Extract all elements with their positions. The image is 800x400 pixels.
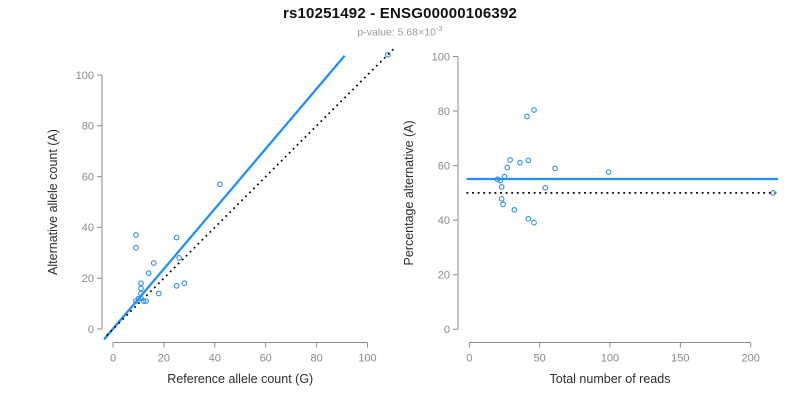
data-point (605, 169, 612, 176)
y-tick-label: 40 (82, 222, 94, 234)
data-point (145, 270, 152, 276)
data-point (140, 298, 147, 304)
y-tick-label: 0 (444, 324, 450, 336)
data-point (525, 157, 532, 164)
data-point (150, 260, 157, 266)
y-axis-title: Percentage alternative (A) (402, 120, 416, 265)
y-tick-label: 60 (438, 160, 450, 172)
data-point (138, 285, 144, 292)
data-point (133, 244, 139, 251)
data-point (173, 234, 180, 241)
figure-title: rs10251492 - ENSG00000106392 (282, 5, 518, 22)
right-scatter-plot: 0 20 40 60 80 100 0 50 100 150 200 Total number of … (402, 51, 779, 386)
fit-line (103, 54, 346, 341)
data-point (181, 280, 188, 287)
data-point (498, 196, 505, 202)
x-tick-label: 40 (209, 353, 221, 365)
data-point (524, 113, 530, 120)
x-axis-title: Reference allele count (G) (167, 372, 313, 386)
y-axis-title: Alternative allele count (A) (46, 129, 60, 275)
x-tick-label: 50 (534, 353, 546, 365)
data-point (552, 165, 558, 172)
x-tick-label: 100 (358, 353, 376, 365)
data-point (138, 280, 144, 287)
y-tick-label: 100 (432, 51, 450, 63)
x-tick-label: 60 (260, 353, 272, 365)
x-axis-title: Total number of reads (550, 372, 671, 386)
figure-subtitle: p-value: 5.68×10-3 (0, 24, 800, 39)
data-point (135, 295, 142, 302)
y-tick-label: 80 (82, 121, 94, 133)
data-point (385, 51, 391, 58)
data-point (143, 298, 149, 304)
data-point (511, 206, 518, 213)
data-point (525, 215, 532, 222)
identity-line (106, 47, 395, 336)
data-point (507, 157, 513, 163)
x-tick-label: 150 (671, 353, 689, 365)
data-point (501, 173, 508, 180)
data-point (176, 255, 183, 261)
x-tick-label: 0 (466, 353, 472, 365)
y-tick-label: 60 (82, 171, 94, 183)
y-tick-label: 80 (438, 106, 450, 118)
x-tick-label: 20 (158, 353, 170, 365)
data-point (531, 219, 537, 226)
data-point (531, 107, 537, 113)
y-tick-label: 20 (438, 270, 450, 282)
x-tick-label: 0 (110, 353, 116, 365)
y-tick-label: 0 (88, 324, 94, 336)
x-tick-label: 200 (742, 353, 760, 365)
data-point (504, 164, 511, 171)
x-tick-label: 100 (601, 353, 619, 365)
data-point (517, 159, 523, 166)
data-point (173, 282, 180, 289)
pvalue-exponent: -3 (435, 24, 443, 33)
y-tick-label: 100 (76, 70, 94, 82)
pvalue-label: p-value: 5.68×10 (357, 26, 436, 39)
data-point (770, 190, 777, 196)
y-tick-label: 40 (438, 215, 450, 227)
data-point (133, 232, 139, 238)
left-scatter-plot: 0 20 40 60 80 100 0 20 40 60 80 100 Reference allele… (46, 47, 395, 386)
y-tick-label: 20 (82, 273, 94, 285)
data-point (498, 184, 505, 190)
data-point (500, 201, 506, 208)
x-tick-label: 80 (310, 353, 322, 365)
data-point (494, 176, 501, 183)
data-point (542, 184, 549, 191)
data-point (497, 177, 504, 184)
data-point (155, 290, 162, 297)
data-point (217, 181, 223, 188)
